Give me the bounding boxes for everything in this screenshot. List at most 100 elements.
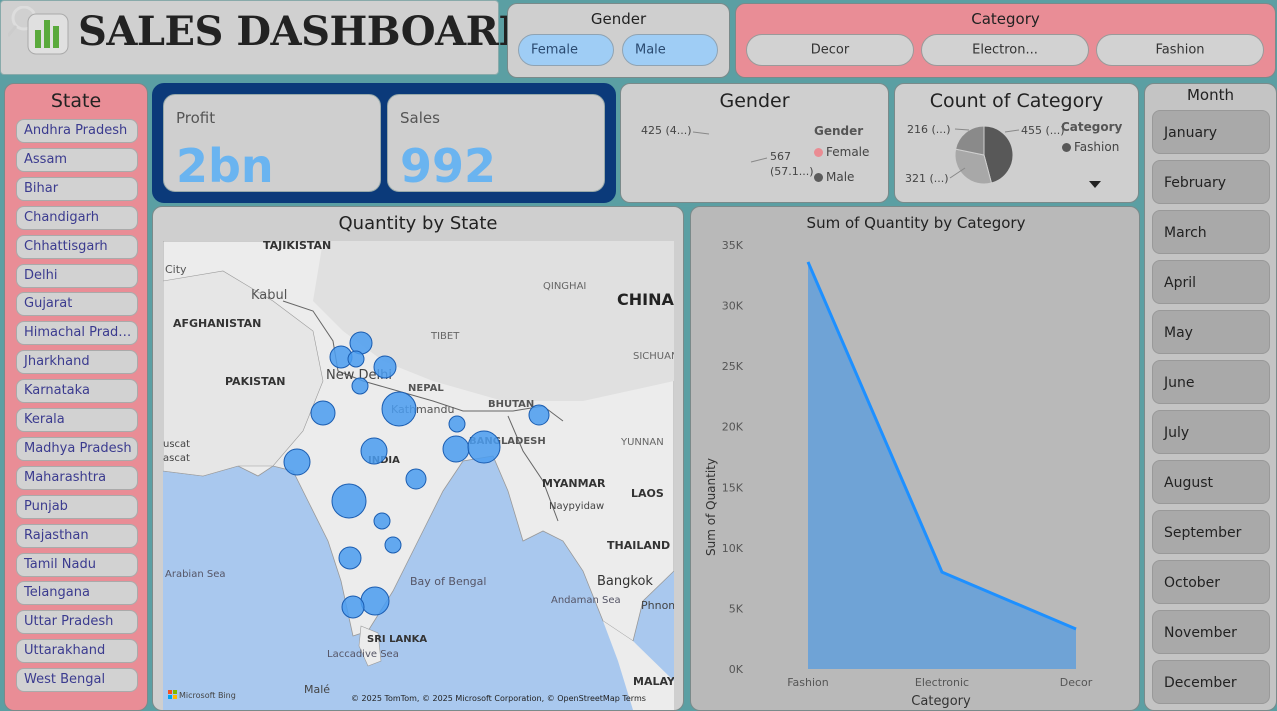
fashion-slice-label: 455 (...) (1021, 124, 1065, 137)
state-bubble[interactable] (347, 350, 365, 368)
gender-slicer: Gender Female Male (507, 3, 730, 78)
state-option[interactable]: Madhya Pradesh (16, 436, 138, 461)
state-bubble[interactable] (405, 468, 427, 490)
chart-series-line[interactable] (806, 261, 1077, 631)
gender-slicer-title: Gender (590, 10, 647, 28)
category-option-fashion[interactable]: Fashion (1096, 34, 1264, 66)
state-option[interactable]: Delhi (16, 263, 138, 288)
tibet-plateau (313, 241, 674, 401)
state-bubble[interactable] (341, 595, 365, 619)
state-option[interactable]: Rajasthan (16, 523, 138, 548)
month-slicer-title: Month (1186, 86, 1234, 104)
month-option[interactable]: May (1152, 310, 1270, 354)
state-option[interactable]: Maharashtra (16, 465, 138, 490)
map-attribution[interactable]: © 2025 TomTom, © 2025 Microsoft Corporat… (351, 694, 646, 703)
month-option[interactable]: August (1152, 460, 1270, 504)
map-label: Bay of Bengal (410, 575, 486, 588)
state-option[interactable]: Telangana (16, 581, 138, 606)
legend-item-fashion[interactable]: Fashion (1062, 140, 1119, 154)
category-slice-fashion[interactable] (983, 125, 1014, 184)
legend-more-icon[interactable] (1089, 181, 1101, 188)
border-line (282, 300, 564, 422)
month-option[interactable]: October (1152, 560, 1270, 604)
state-option[interactable]: Uttar Pradesh (16, 610, 138, 635)
state-bubble[interactable] (528, 404, 550, 426)
state-option[interactable]: Bihar (16, 176, 138, 201)
female-legend-dot (814, 148, 823, 157)
state-option[interactable]: West Bengal (16, 668, 138, 693)
state-option[interactable]: Andhra Pradesh (16, 119, 138, 143)
map-label: TIBET (430, 331, 460, 342)
month-option[interactable]: July (1152, 410, 1270, 454)
state-option[interactable]: Gujarat (16, 292, 138, 317)
state-option[interactable]: Chandigarh (16, 205, 138, 230)
profit-card: Profit 2bn (163, 94, 381, 192)
month-option[interactable]: November (1152, 610, 1270, 654)
state-bubble[interactable] (338, 546, 362, 570)
chart-y-axis-label: Sum of Quantity (704, 458, 718, 556)
state-option[interactable]: Himachal Prade... (16, 321, 138, 346)
state-bubble[interactable] (351, 377, 369, 395)
state-option[interactable]: Tamil Nadu (16, 552, 138, 577)
state-option[interactable]: Kerala (16, 408, 138, 432)
state-bubble[interactable] (448, 415, 466, 433)
state-bubble[interactable] (373, 512, 391, 530)
map-label: PAKISTAN (225, 375, 285, 388)
kpi-container: Profit 2bn Sales 992 (152, 83, 616, 203)
state-option[interactable]: Jharkhand (16, 350, 138, 375)
state-bubble[interactable] (331, 483, 367, 519)
category-slice-decor[interactable] (955, 125, 985, 156)
state-slicer: State Andhra Pradesh Assam Bihar Chandigarh… (4, 83, 148, 711)
state-bubble[interactable] (373, 355, 397, 379)
map-label: THAILAND (607, 539, 670, 552)
state-bubble[interactable] (349, 331, 373, 355)
legend-label: Fashion (1074, 140, 1120, 154)
category-option-electronic[interactable]: Electron... (921, 34, 1089, 66)
state-bubble[interactable] (442, 435, 470, 463)
map-label: Bangkok (597, 574, 653, 589)
map-label: Arabian Sea (165, 569, 225, 580)
state-option[interactable]: Uttarakhand (16, 639, 138, 664)
state-option[interactable]: Assam (16, 147, 138, 172)
legend-label: Female (826, 145, 870, 159)
fashion-legend-dot (1062, 143, 1071, 152)
state-bubble[interactable] (384, 536, 402, 554)
month-option[interactable]: September (1152, 510, 1270, 554)
map-title: Quantity by State (338, 213, 498, 234)
y-tick-label: 5K (729, 602, 744, 615)
month-option[interactable]: January (1152, 110, 1270, 154)
state-bubble[interactable] (360, 586, 390, 616)
month-option[interactable]: December (1152, 660, 1270, 704)
state-bubble[interactable] (310, 400, 336, 426)
sales-card: Sales 992 (387, 94, 605, 192)
state-bubble[interactable] (381, 391, 417, 427)
state-slicer-title: State (50, 90, 102, 112)
legend-label: Male (826, 170, 855, 184)
map-label: Naypyidaw (549, 501, 604, 512)
category-pie-chart: Count of Category 216 (...) 455 (...) 32… (894, 83, 1139, 203)
category-option-label: Electron... (972, 42, 1038, 58)
month-option[interactable]: March (1152, 210, 1270, 254)
category-slicer-title: Category (971, 10, 1040, 28)
gender-option-male[interactable]: Male (622, 34, 718, 66)
state-option[interactable]: Karnataka (16, 379, 138, 404)
map-label: SRI LANKA (367, 634, 427, 645)
map-brand: Microsoft Bing (179, 691, 236, 700)
gender-option-female[interactable]: Female (518, 34, 614, 66)
category-pie-svg (949, 125, 1101, 188)
category-option-decor[interactable]: Decor (746, 34, 914, 66)
legend-item-female[interactable]: Female (814, 145, 869, 159)
month-option[interactable]: June (1152, 360, 1270, 404)
state-option[interactable]: Punjab (16, 494, 138, 519)
month-option[interactable]: April (1152, 260, 1270, 304)
category-slice-electronic[interactable] (954, 148, 993, 185)
y-tick-label: 35K (722, 239, 744, 252)
chart-area-fill (808, 261, 1076, 669)
state-bubble[interactable] (360, 437, 388, 465)
map-canvas[interactable]: TAJIKISTAN City Kabul AFGHANISTAN PAKIST… (163, 241, 674, 710)
month-option[interactable]: February (1152, 160, 1270, 204)
state-option[interactable]: Chhattisgarh (16, 234, 138, 259)
legend-item-male[interactable]: Male (814, 170, 854, 184)
state-bubble[interactable] (283, 448, 311, 476)
state-bubble[interactable] (467, 430, 501, 464)
